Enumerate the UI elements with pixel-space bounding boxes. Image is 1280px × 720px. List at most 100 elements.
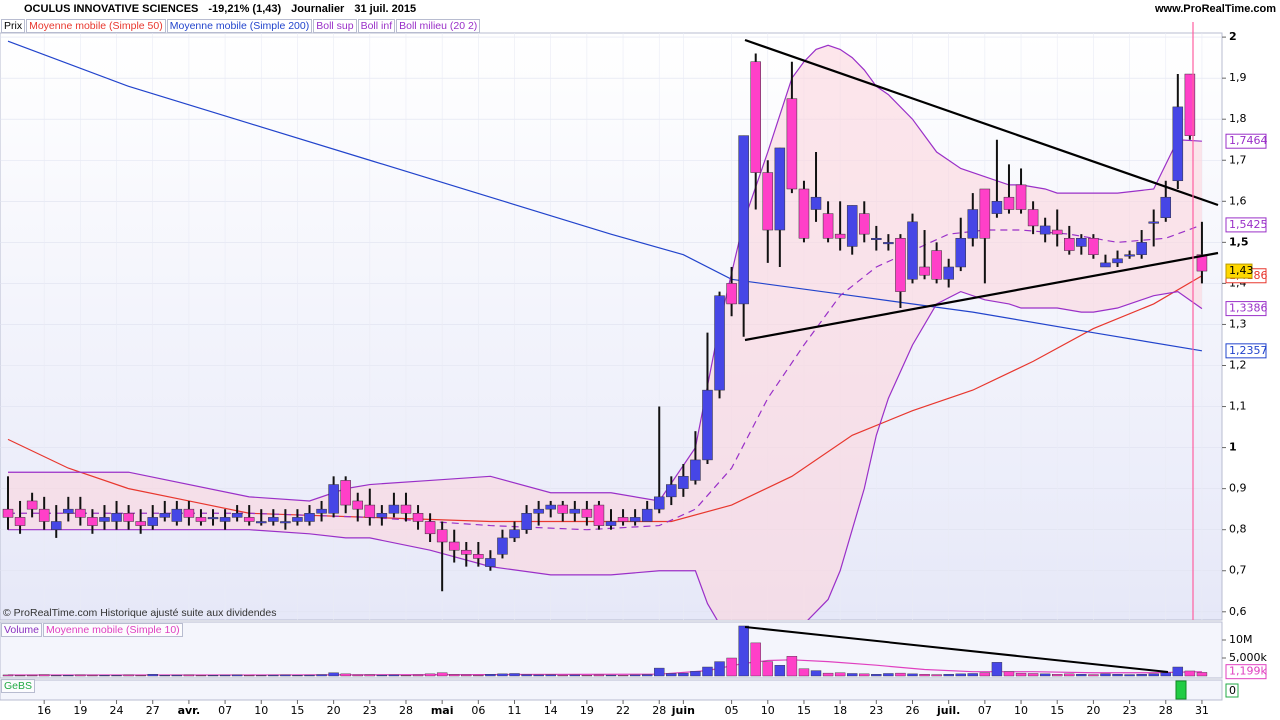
volume-bar [798, 668, 810, 677]
candle-body [400, 504, 412, 514]
candle-body [111, 513, 122, 522]
volume-bar [268, 674, 279, 677]
volume-bar [847, 673, 858, 677]
volume-bar [111, 675, 122, 677]
candle-body [328, 484, 339, 514]
volume-bar [666, 673, 677, 677]
volume-bar [219, 674, 231, 677]
x-tick-label: 16 [37, 704, 51, 717]
x-tick-label: 31 [1195, 704, 1209, 717]
volume-bar [461, 674, 472, 677]
candle-body [1100, 262, 1111, 268]
candle-body [1027, 209, 1039, 227]
footnote: © ProRealTime.com Historique ajusté suit… [3, 607, 277, 619]
last-price-box [1225, 263, 1253, 279]
candle-body [991, 201, 1003, 214]
candle-body [1196, 254, 1208, 272]
candle-body [955, 237, 966, 268]
volume-bar [581, 675, 593, 677]
x-tick-label: 26 [906, 704, 920, 717]
volume-bar [605, 674, 617, 677]
x-tick-label: 23 [1123, 704, 1137, 717]
volume-bar [400, 675, 412, 677]
volume-bar [714, 661, 725, 677]
candle-body [919, 266, 930, 276]
x-tick-label: 23 [869, 704, 883, 717]
x-tick-label: 23 [363, 704, 377, 717]
volume-bar [497, 673, 508, 677]
candle-body [2, 508, 14, 518]
candle-body [147, 517, 158, 526]
volume-bar [340, 673, 351, 677]
x-tick-label: juin [671, 704, 695, 717]
volume-bar [388, 674, 400, 677]
candle-body [605, 521, 617, 526]
volume-bar [509, 673, 520, 677]
volume-bar [412, 674, 424, 677]
volume-panel [0, 621, 1223, 679]
volume-bar [726, 657, 737, 677]
candle-body [581, 508, 593, 518]
volume-bar [955, 673, 966, 677]
site-link[interactable]: www.ProRealTime.com [1154, 3, 1276, 15]
volume-bar [473, 674, 484, 677]
candle-body [50, 521, 62, 530]
x-tick-label: 10 [254, 704, 268, 717]
volume-bar [147, 674, 158, 677]
volume-bar [1136, 674, 1147, 677]
legend-entry: Volume [1, 623, 43, 637]
volume-bar [931, 674, 942, 677]
candle-body [485, 558, 496, 567]
legend-entry: GeBS [1, 679, 36, 693]
last-value-label: 1,5425 [1229, 218, 1268, 231]
candle-body [268, 517, 279, 522]
candle-body [690, 459, 701, 481]
x-tick-label: 24 [110, 704, 124, 717]
last-price-label: 1,43 [1229, 264, 1254, 277]
volume-bar [38, 674, 50, 677]
last-value-box [1225, 217, 1267, 233]
candle-body [871, 237, 882, 240]
y-tick-label: 0,9 [1229, 482, 1247, 495]
x-tick-label: 28 [399, 704, 413, 717]
volume-bar [1148, 673, 1159, 677]
candle-body [256, 521, 267, 524]
volume-bar [967, 673, 978, 677]
candle-body [159, 513, 171, 518]
volume-bar [449, 674, 460, 677]
candle-body [533, 508, 544, 514]
volume-bar [14, 675, 26, 677]
indicator-line [8, 659, 1202, 676]
y-tick-label: 1,9 [1229, 71, 1247, 84]
last-value-label: 1,2357 [1229, 344, 1268, 357]
candle-body [641, 508, 653, 522]
volume-bar [834, 672, 846, 677]
volume-bar [304, 674, 315, 677]
volume-bar [702, 666, 713, 677]
candle-body [678, 476, 689, 489]
volume-bar [26, 674, 38, 677]
candle-body [726, 283, 737, 305]
volume-bar [678, 672, 689, 677]
candle-body [183, 508, 195, 518]
volume-bar [641, 674, 653, 677]
volume-bar [280, 674, 291, 677]
header: OCULUS INNOVATIVE SCIENCES -19,21% (1,43)… [24, 3, 426, 15]
volume-bar [1064, 673, 1075, 677]
volume-bar [195, 675, 207, 677]
volume-bar [979, 672, 991, 677]
volume-bar [159, 675, 170, 677]
volume-bar [1027, 673, 1039, 677]
volume-bar [750, 642, 761, 677]
candle-body [316, 508, 327, 514]
volume-bar [63, 675, 74, 677]
x-tick-label: 20 [1086, 704, 1100, 717]
candle-body [967, 209, 979, 239]
y-tick-label: 10M [1229, 633, 1253, 646]
volume-bar [871, 674, 882, 677]
candle-body [629, 517, 641, 522]
candle-body [521, 513, 532, 530]
volume-bar [1076, 674, 1087, 677]
candle-body [461, 549, 472, 555]
volume-bar [364, 674, 375, 677]
